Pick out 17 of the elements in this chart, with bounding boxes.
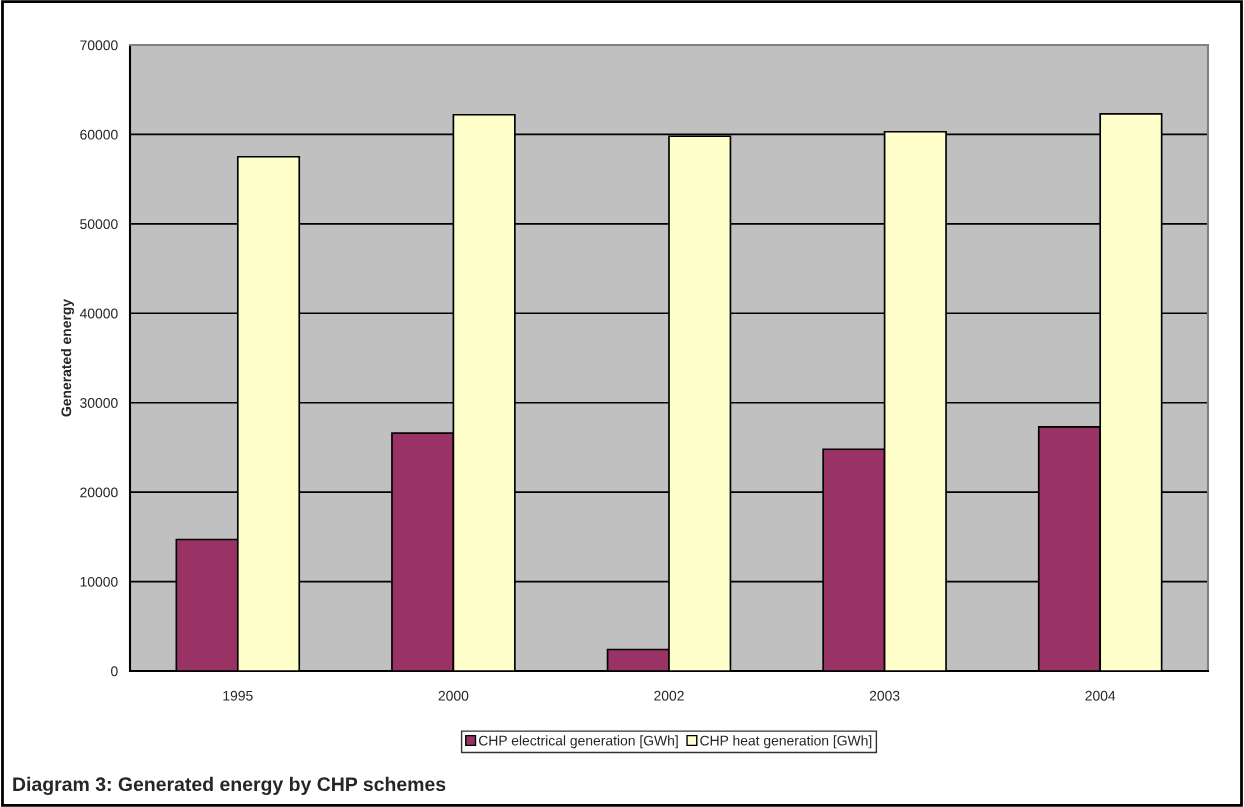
y-axis-title: Generated energy [61, 299, 75, 417]
y-tick-label: 20000 [80, 487, 118, 498]
y-tick-label: 0 [111, 666, 118, 677]
y-tick-label: 10000 [80, 576, 118, 587]
x-tick-label: 2000 [438, 690, 469, 701]
x-tick-label: 2003 [869, 690, 900, 701]
y-tick-label: 60000 [80, 129, 118, 140]
legend-label: CHP heat generation [GWh] [700, 735, 872, 749]
x-tick-label: 2002 [654, 690, 684, 701]
text: Diagram 3: Generated energy by CHP schemes [13, 776, 446, 795]
y-tick-label: 40000 [79, 308, 118, 319]
y-tick-label: 50000 [80, 219, 118, 230]
y-tick-label: 70000 [80, 40, 118, 51]
legend-label: CHP electrical generation [GWh] [478, 735, 678, 749]
x-tick-label: 1995 [223, 690, 253, 701]
x-tick-label: 2004 [1085, 690, 1116, 701]
y-tick-label: 30000 [80, 398, 118, 408]
